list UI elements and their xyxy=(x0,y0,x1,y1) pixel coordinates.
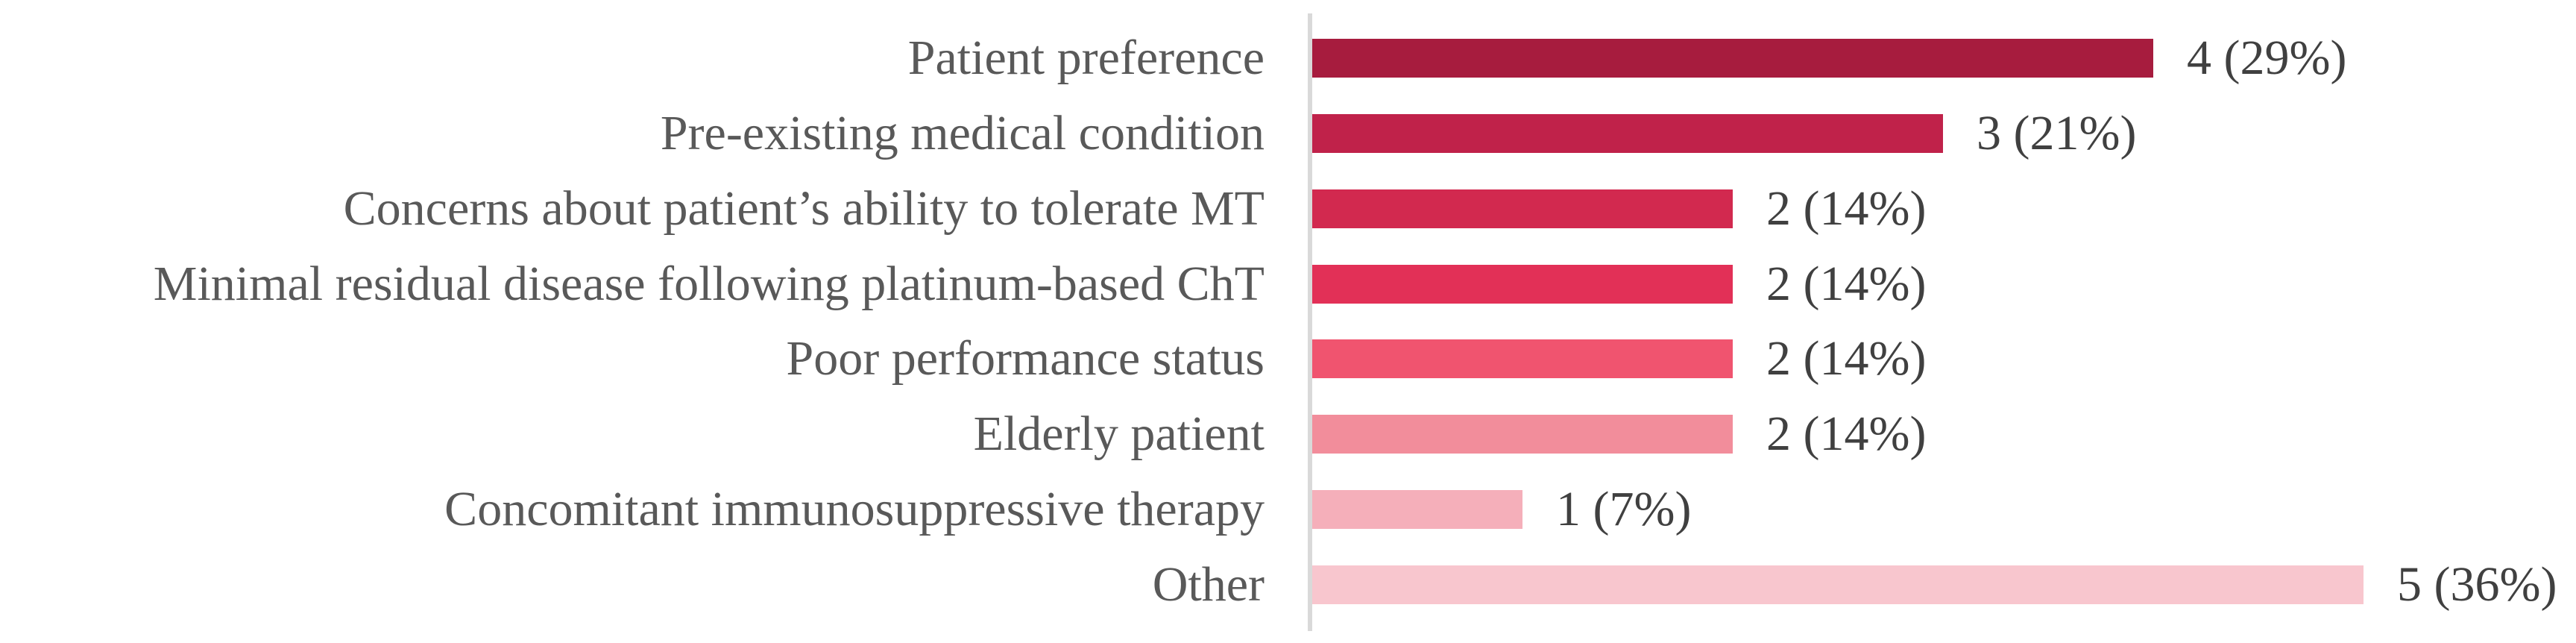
category-label: Elderly patient xyxy=(973,407,1265,462)
bar-area: 2 (14%) xyxy=(1308,322,2576,397)
bar xyxy=(1312,39,2153,78)
category-label: Minimal residual disease following plati… xyxy=(153,256,1265,311)
bar-area: 2 (14%) xyxy=(1308,172,2576,247)
value-label: 2 (14%) xyxy=(1766,256,1927,311)
chart-row: Patient preference 4 (29%) xyxy=(0,21,2576,96)
bar xyxy=(1312,489,1522,529)
category-label: Poor performance status xyxy=(786,331,1265,386)
value-label: 2 (14%) xyxy=(1766,407,1927,462)
value-label: 3 (21%) xyxy=(1977,106,2137,161)
bar xyxy=(1312,415,1733,454)
bar-area: 1 (7%) xyxy=(1308,472,2576,548)
category-label: Pre-existing medical condition xyxy=(660,106,1265,161)
bar xyxy=(1312,114,1943,154)
chart-row: Concerns about patient’s ability to tole… xyxy=(0,172,2576,247)
bar xyxy=(1312,264,1733,304)
category-label: Concerns about patient’s ability to tole… xyxy=(343,181,1265,236)
chart-row: Concomitant immunosuppressive therapy 1 (… xyxy=(0,472,2576,548)
chart-rows: Patient preference 4 (29%) Pre-existing me… xyxy=(0,21,2576,622)
category-label: Concomitant immunosuppressive therapy xyxy=(444,481,1265,536)
chart-row: Other 5 (36%) xyxy=(0,547,2576,622)
chart-row: Poor performance status 2 (14%) xyxy=(0,322,2576,397)
chart-row: Pre-existing medical condition 3 (21%) xyxy=(0,96,2576,172)
value-label: 1 (7%) xyxy=(1556,481,1692,536)
value-label: 4 (29%) xyxy=(2187,31,2347,86)
bar xyxy=(1312,565,2364,604)
bar-area: 4 (29%) xyxy=(1308,21,2576,96)
bar xyxy=(1312,189,1733,228)
bar-area: 2 (14%) xyxy=(1308,246,2576,322)
bar-area: 2 (14%) xyxy=(1308,397,2576,472)
bar-area: 5 (36%) xyxy=(1308,547,2576,622)
value-label: 2 (14%) xyxy=(1766,331,1927,386)
category-label: Patient preference xyxy=(907,31,1265,86)
chart-row: Minimal residual disease following plati… xyxy=(0,246,2576,322)
chart-row: Elderly patient 2 (14%) xyxy=(0,397,2576,472)
value-label: 2 (14%) xyxy=(1766,181,1927,236)
value-label: 5 (36%) xyxy=(2397,556,2557,612)
bar xyxy=(1312,339,1733,379)
category-axis-line xyxy=(1308,13,1312,631)
bar-area: 3 (21%) xyxy=(1308,96,2576,172)
category-label: Other xyxy=(1152,556,1265,612)
